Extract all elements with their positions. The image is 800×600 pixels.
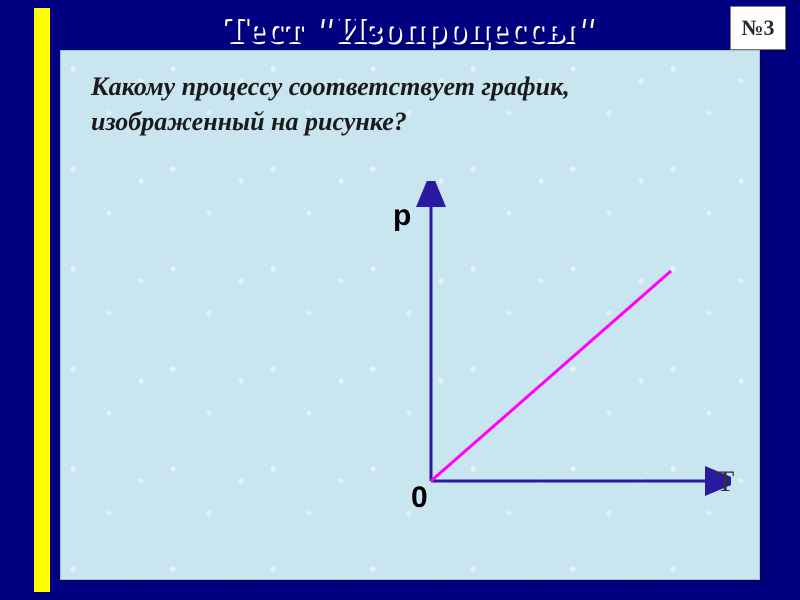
title-text: Тест "Изопроцессы" bbox=[223, 8, 598, 52]
series-line bbox=[431, 271, 671, 481]
left-accent-bar bbox=[34, 8, 50, 592]
question-line1: Какому процессу соответствует график, bbox=[91, 72, 570, 101]
pt-chart: p T 0 bbox=[371, 181, 731, 531]
question-text: Какому процессу соответствует график, из… bbox=[91, 69, 731, 139]
x-axis-label: T bbox=[716, 465, 734, 499]
question-number-badge: №3 bbox=[730, 6, 786, 50]
slide: Тест "Изопроцессы" №3 Какому процессу со… bbox=[0, 0, 800, 600]
badge-text: №3 bbox=[741, 15, 774, 41]
question-line2: изображенный на рисунке? bbox=[91, 107, 407, 136]
content-area: Какому процессу соответствует график, из… bbox=[60, 50, 760, 580]
y-axis-label: p bbox=[393, 199, 411, 233]
title-bar: Тест "Изопроцессы" bbox=[60, 6, 760, 54]
chart-svg bbox=[371, 181, 731, 531]
origin-label: 0 bbox=[411, 481, 428, 515]
